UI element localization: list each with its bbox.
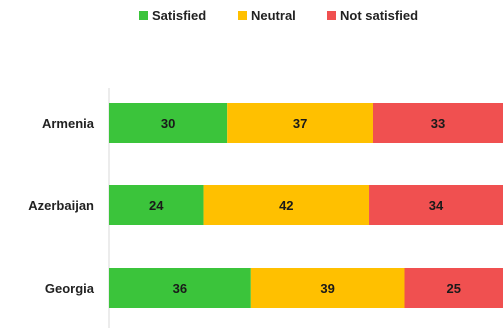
data-label-azerbaijan-not-satisfied: 34: [429, 198, 444, 213]
category-labels: Armenia Azerbaijan Georgia: [28, 116, 95, 296]
bar-georgia-neutral: [250, 268, 405, 308]
category-label-armenia: Armenia: [42, 116, 95, 131]
data-label-azerbaijan-neutral: 42: [279, 198, 293, 213]
data-label-georgia-not-satisfied: 25: [447, 281, 461, 296]
data-label-azerbaijan-satisfied: 24: [149, 198, 164, 213]
category-label-georgia: Georgia: [45, 281, 95, 296]
category-label-azerbaijan: Azerbaijan: [28, 198, 94, 213]
legend-swatch-not-satisfied: [327, 11, 336, 20]
legend-label-neutral: Neutral: [251, 8, 296, 23]
bar-azerbaijan-not-satisfied: [369, 185, 503, 225]
legend-label-satisfied: Satisfied: [152, 8, 206, 23]
bar-armenia-not-satisfied: [372, 103, 503, 143]
bar-azerbaijan-satisfied: [109, 185, 204, 225]
legend-swatch-satisfied: [139, 11, 148, 20]
bar-georgia-satisfied: [109, 268, 251, 308]
bar-georgia-not-satisfied: [404, 268, 503, 308]
legend-label-not-satisfied: Not satisfied: [340, 8, 418, 23]
data-label-armenia-satisfied: 30: [161, 116, 175, 131]
bars: [109, 103, 503, 308]
legend-swatch-neutral: [238, 11, 247, 20]
data-label-georgia-neutral: 39: [320, 281, 334, 296]
bar-armenia-satisfied: [109, 103, 228, 143]
legend: Satisfied Neutral Not satisfied: [139, 8, 418, 23]
bar-azerbaijan-neutral: [203, 185, 370, 225]
bar-armenia-neutral: [227, 103, 373, 143]
data-label-armenia-not-satisfied: 33: [431, 116, 445, 131]
data-label-georgia-satisfied: 36: [173, 281, 187, 296]
data-label-armenia-neutral: 37: [293, 116, 307, 131]
data-labels: 30 37 33 24 42 34 36 39 25: [149, 116, 461, 296]
